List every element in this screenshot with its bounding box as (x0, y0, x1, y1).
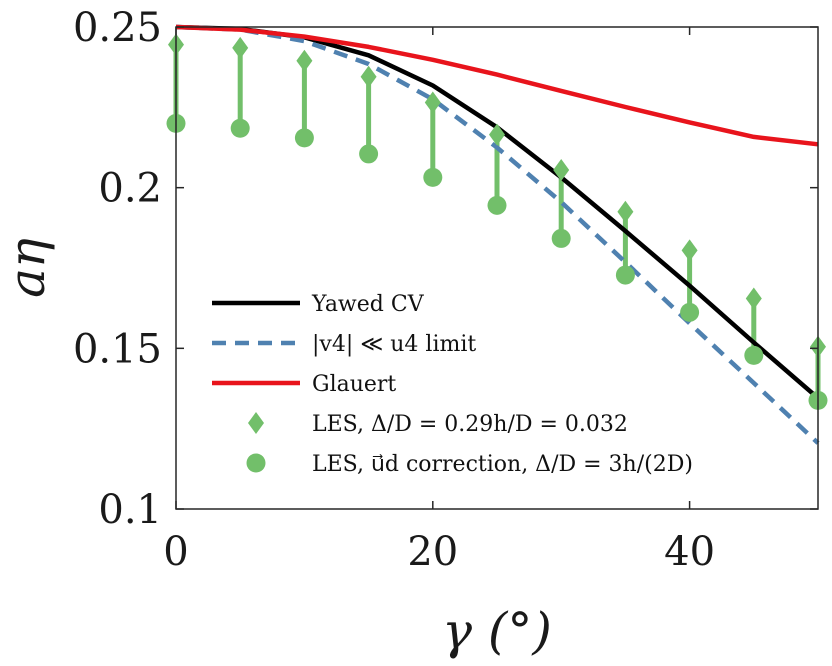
les-diamond-point (360, 65, 377, 88)
x-tick-label: 40 (664, 529, 715, 575)
legend-label-glauert: Glauert (312, 372, 396, 397)
y-tick-label: 0.2 (98, 166, 162, 212)
les-circle-point (359, 144, 379, 164)
y-tick-label: 0.1 (98, 487, 162, 533)
x-tick-label: 0 (163, 529, 188, 575)
y-axis-label: aη (0, 238, 56, 298)
les-diamond-point (617, 200, 634, 223)
les-diamond-point (296, 49, 313, 72)
plot-area (176, 27, 818, 509)
legend-label-yawed-cv: Yawed CV (311, 292, 425, 317)
les-diamond-point (424, 91, 441, 114)
les-circle-point (423, 167, 443, 187)
les-circle-point (551, 228, 571, 248)
legend: Yawed CV |v4| ≪ u4 limit Glauert LES, Δ/D =… (212, 292, 693, 477)
les-diamond-point (232, 36, 249, 59)
legend-label-les-diamond: LES, Δ/D = 0.29h/D = 0.032 (312, 412, 628, 437)
x-axis-label: γ (°) (442, 602, 552, 660)
y-tick-label: 0.25 (73, 5, 162, 51)
x-tick-label: 20 (407, 529, 458, 575)
les-diamond-point (681, 239, 698, 262)
les-circle-point (294, 128, 314, 148)
les-circle-point (744, 345, 764, 365)
les-diamond-point (553, 158, 570, 181)
axis-labels: γ (°) aη (0, 238, 552, 660)
les-circle-point (615, 265, 635, 285)
series-line-small-v4-limit (175, 24, 820, 445)
legend-label-small-v4-limit: |v4| ≪ u4 limit (312, 332, 476, 357)
legend-label-les-circle: LES, u⃗d correction, Δ/D = 3h/(2D) (312, 452, 693, 477)
les-circle-point (487, 195, 507, 215)
axes-frame (175, 26, 819, 510)
ticks-layer: 0 20 40 0.1 0.15 0.2 0.25 (73, 5, 818, 575)
legend-swatch-les-diamond (248, 412, 264, 434)
les-circle-point (680, 302, 700, 322)
series-line-glauert (175, 24, 819, 147)
legend-swatch-les-circle (246, 453, 266, 473)
les-circle-point (230, 118, 250, 138)
les-diamond-point (745, 287, 762, 310)
les-diamond-point (489, 123, 505, 146)
y-tick-label: 0.15 (73, 326, 162, 372)
